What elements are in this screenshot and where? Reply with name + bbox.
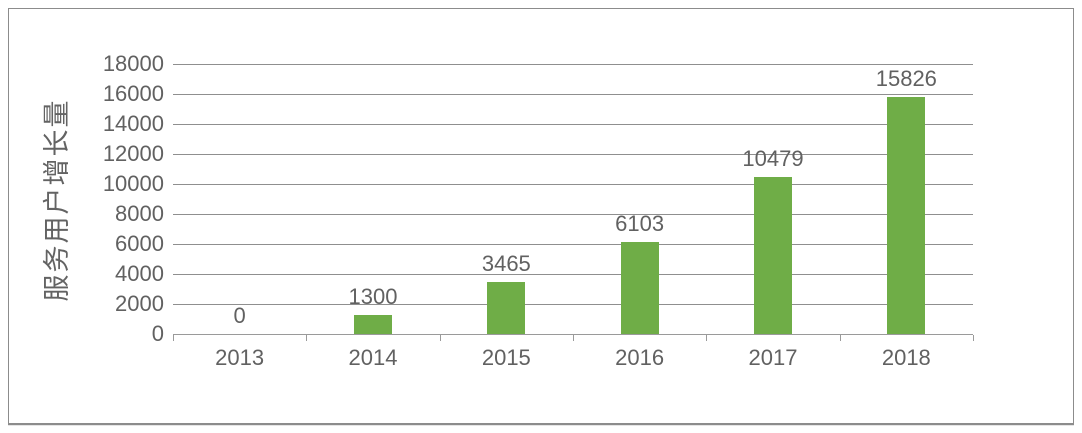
gridline [173,183,973,185]
bar-2014 [354,314,392,334]
y-axis-tick-label: 4000 [115,261,164,286]
y-axis-tick-label: 10000 [102,171,164,196]
bar-value-label: 6103 [615,211,665,237]
gridline [173,93,973,95]
x-axis-tick-label: 2018 [881,345,931,370]
bar-value-label: 10479 [742,145,804,171]
bar-2016 [620,242,659,334]
x-axis-tick-mark [439,335,441,341]
x-axis-tick-mark [573,335,574,341]
bar-value-label: 15826 [875,65,937,91]
y-axis-tick-label: 16000 [102,81,164,106]
gridline [173,243,973,245]
x-axis-tick-label: 2015 [481,345,531,370]
y-axis-tick-label: 2000 [115,291,164,316]
gridline [173,303,973,305]
bar-value-label: 1300 [348,283,398,309]
y-axis-tick-label: 8000 [115,201,164,226]
y-axis-tick-label: 18000 [102,51,164,76]
bar-2015 [487,282,526,334]
chart-frame: 服务用户增长量 0 1300 3465 6103 10479 15826 0 2000 400… [8,8,1074,425]
x-axis-tick-label: 2013 [215,345,265,370]
gridline [173,63,973,65]
y-axis-tick-label: 12000 [102,141,164,166]
y-axis-tick-label: 0 [151,321,164,346]
x-axis-tick-mark [973,335,974,341]
gridline [173,153,973,155]
gridline [173,273,973,275]
x-axis-tick-mark [706,335,708,341]
plot-area: 0 1300 3465 6103 10479 15826 [173,63,973,335]
x-axis-tick-label: 2016 [615,345,665,370]
y-axis-tick-label: 14000 [102,111,164,136]
bar-value-label: 3465 [481,251,531,277]
x-axis-tick-label: 2017 [748,345,798,370]
y-axis-tick-label: 6000 [115,231,164,256]
x-axis-tick-label: 2014 [348,345,398,370]
x-axis-tick-mark [306,335,308,341]
bar-2017 [754,176,792,334]
bar-2018 [887,96,926,334]
bar-value-label: 0 [233,303,246,328]
x-axis-tick-mark [839,335,841,341]
gridline [173,123,973,125]
x-axis-tick-mark [173,335,174,341]
gridline [173,213,973,215]
